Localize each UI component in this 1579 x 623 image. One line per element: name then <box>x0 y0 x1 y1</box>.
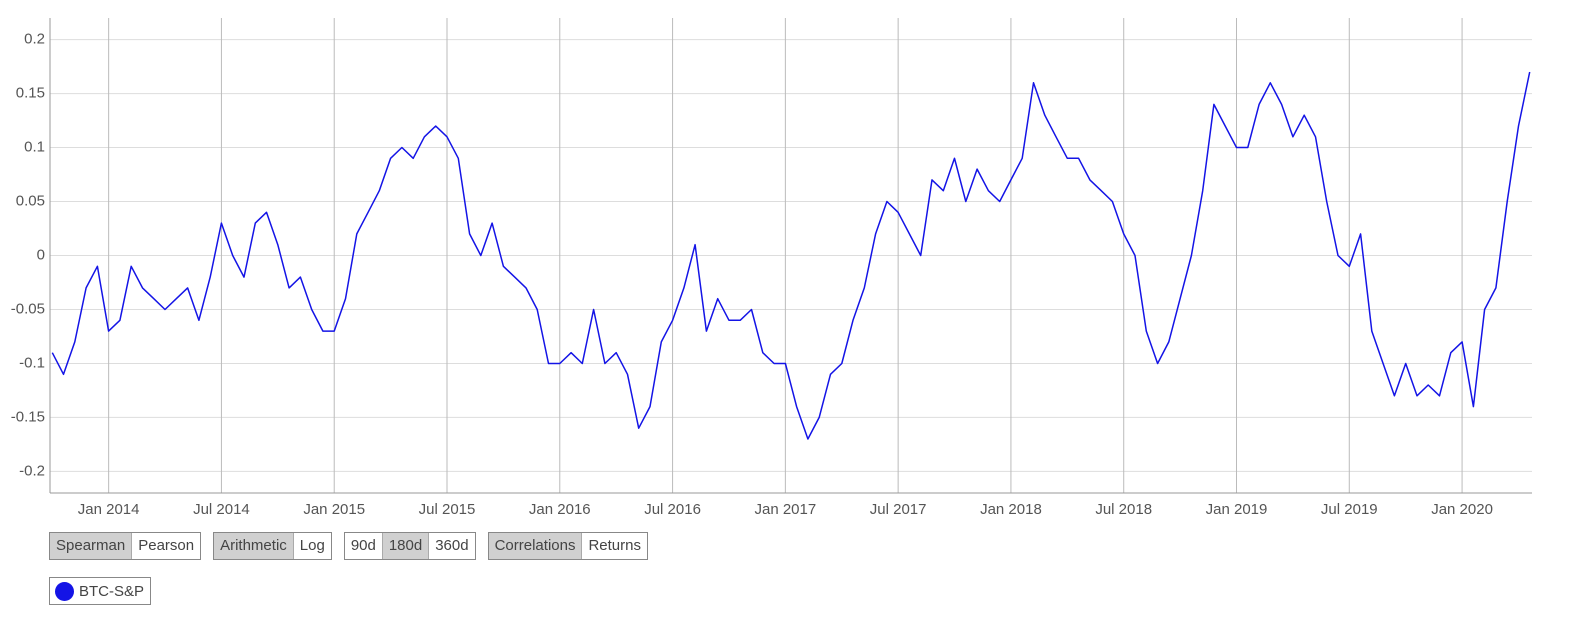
x-tick-label: Jan 2020 <box>1431 501 1493 518</box>
toggle-button[interactable]: Correlations <box>488 533 582 559</box>
x-tick-label: Jul 2017 <box>870 501 927 518</box>
toggle-button[interactable]: 180d <box>381 533 429 559</box>
toggle-button[interactable]: 90d <box>344 533 382 559</box>
x-tick-label: Jan 2019 <box>1206 501 1268 518</box>
controls: Spearman Pearson Arithmetic Log 90d 180d 360d C… <box>49 532 648 560</box>
y-tick-label: -0.2 <box>19 462 45 479</box>
x-tick-label: Jul 2014 <box>193 501 250 518</box>
x-tick-label: Jan 2018 <box>980 501 1042 518</box>
y-tick-label: 0 <box>37 246 45 263</box>
toggle-button[interactable]: Arithmetic <box>214 533 293 559</box>
x-tick-label: Jul 2018 <box>1095 501 1152 518</box>
data-line <box>51 71 1531 440</box>
x-tick-label: Jul 2019 <box>1321 501 1378 518</box>
button-group: 90d 180d 360d <box>343 532 476 560</box>
y-tick-label: 0.1 <box>24 139 45 156</box>
toggle-button[interactable]: Pearson <box>131 533 201 559</box>
x-tick-label: Jul 2015 <box>419 501 476 518</box>
y-tick-label: -0.1 <box>19 354 45 371</box>
y-tick-label: 0.15 <box>16 85 45 102</box>
button-group: Spearman Pearson <box>49 532 202 560</box>
chart: 0.2 0.15 0.1 0.05 0 -0.05 -0.1 -0.15 -0.2 Jan 201… <box>11 18 1532 518</box>
toggle-button[interactable]: 360d <box>428 533 475 559</box>
x-tick-label: Jan 2016 <box>529 501 591 518</box>
y-tick-label: -0.15 <box>11 408 45 425</box>
y-tick-label: 0.2 <box>24 31 45 48</box>
y-tick-label: -0.05 <box>11 300 45 317</box>
x-tick-label: Jan 2017 <box>754 501 816 518</box>
x-tick-label: Jul 2016 <box>644 501 701 518</box>
x-tick-label: Jan 2014 <box>78 501 140 518</box>
button-group: Arithmetic Log <box>213 532 332 560</box>
legend-swatch <box>55 581 74 601</box>
y-tick-label: 0.05 <box>16 192 45 209</box>
legend-label: BTC-S&P <box>79 582 145 600</box>
legend-item[interactable]: BTC-S&P <box>49 577 152 605</box>
x-tick-label: Jan 2015 <box>303 501 365 518</box>
toggle-button[interactable]: Spearman <box>50 533 132 559</box>
button-group: Correlations Returns <box>487 532 648 560</box>
toggle-button[interactable]: Returns <box>581 533 647 559</box>
toggle-button[interactable]: Log <box>292 533 331 559</box>
